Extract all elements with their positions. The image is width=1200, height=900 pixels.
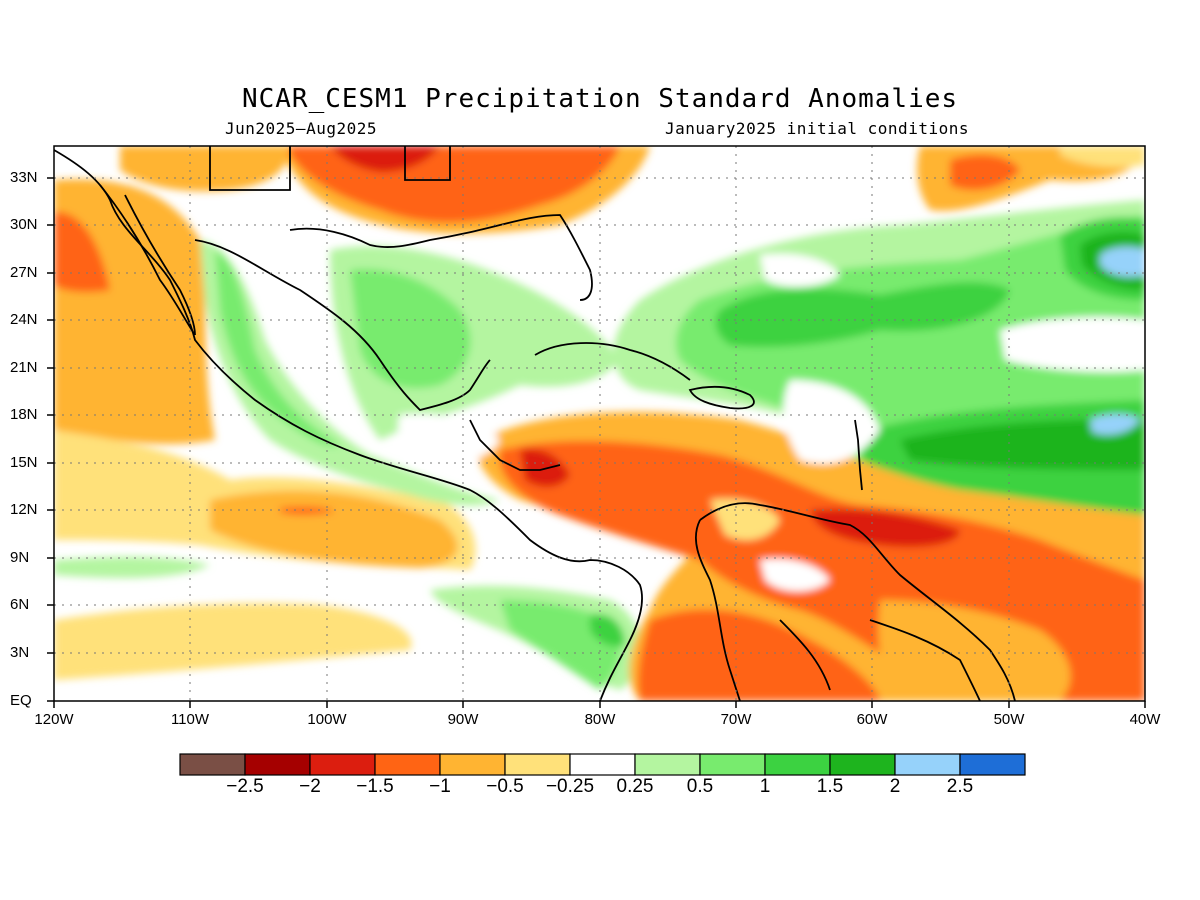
colorbar-swatch <box>764 753 831 776</box>
colorbar-label: −2 <box>299 776 321 797</box>
colorbar-swatch <box>829 753 896 776</box>
lon-label: 90W <box>447 711 479 728</box>
colorbar <box>179 753 1026 776</box>
lon-label: 120W <box>34 711 74 728</box>
lon-label: 80W <box>584 711 616 728</box>
map-frame <box>47 145 1146 708</box>
lat-label: 9N <box>10 549 30 566</box>
lat-label: 3N <box>10 644 30 661</box>
colorbar-swatch <box>374 753 441 776</box>
colorbar-label: 2 <box>889 776 901 797</box>
lat-label: 6N <box>10 596 30 613</box>
lat-label: 21N <box>10 359 38 376</box>
lat-label: 18N <box>10 406 38 423</box>
colorbar-label: −1.5 <box>356 776 394 797</box>
colorbar-swatch <box>569 753 636 776</box>
colorbar-swatch <box>894 753 961 776</box>
lat-label: EQ <box>10 692 32 709</box>
colorbar-label: 1 <box>759 776 771 797</box>
anomaly-field <box>54 146 1145 701</box>
lon-label: 70W <box>720 711 752 728</box>
lon-label: 40W <box>1129 711 1161 728</box>
lon-label: 110W <box>170 711 210 728</box>
colorbar-swatch <box>439 753 506 776</box>
lat-label: 27N <box>10 264 38 281</box>
coastlines <box>54 146 1016 701</box>
colorbar-label: −0.5 <box>486 776 524 797</box>
colorbar-swatch <box>959 753 1026 776</box>
lat-label: 33N <box>10 169 38 186</box>
colorbar-label: 2.5 <box>946 776 974 797</box>
colorbar-swatch <box>179 753 246 776</box>
colorbar-swatch <box>244 753 311 776</box>
lat-label: 24N <box>10 311 38 328</box>
colorbar-swatch <box>309 753 376 776</box>
lat-label: 12N <box>10 501 38 518</box>
colorbar-label: −1 <box>429 776 451 797</box>
colorbar-label: 1.5 <box>816 776 844 797</box>
lon-label: 60W <box>856 711 888 728</box>
colorbar-label: 0.25 <box>616 776 654 797</box>
colorbar-label: −0.25 <box>545 776 595 797</box>
lon-label: 50W <box>993 711 1025 728</box>
colorbar-swatch <box>634 753 701 776</box>
forecast-period: Jun2025–Aug2025 <box>225 119 377 138</box>
colorbar-swatch <box>504 753 571 776</box>
lon-label: 100W <box>307 711 347 728</box>
lat-label: 15N <box>10 454 38 471</box>
chart-title: NCAR_CESM1 Precipitation Standard Anomal… <box>241 84 959 114</box>
initial-conditions: January2025 initial conditions <box>665 119 969 138</box>
colorbar-label: −2.5 <box>226 776 264 797</box>
lat-label: 30N <box>10 216 38 233</box>
graticule <box>54 146 1145 701</box>
colorbar-swatch <box>699 753 766 776</box>
colorbar-label: 0.5 <box>686 776 714 797</box>
